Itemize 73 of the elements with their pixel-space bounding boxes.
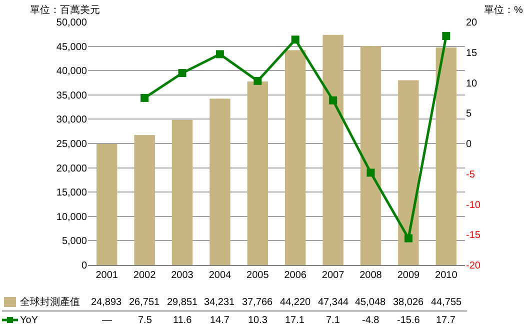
- data-label: 7.5: [138, 315, 152, 326]
- y-tick-label: 5,000: [62, 236, 88, 248]
- data-label: 44,755: [431, 297, 462, 308]
- text: —: [102, 315, 112, 326]
- point: [140, 94, 149, 102]
- y-tick-label: 30,000: [56, 114, 88, 126]
- y-tick-label: 50,000: [56, 18, 88, 28]
- y-tick-label: 10,000: [56, 212, 88, 223]
- data-label: 45,048: [355, 297, 386, 308]
- x-tick-label: 2001: [96, 270, 118, 281]
- data-label: 24,893: [91, 297, 122, 308]
- bar: [210, 98, 230, 265]
- y2-tick-label: 15: [466, 48, 478, 59]
- data-label: 38,026: [393, 297, 424, 308]
- data-label: 44,220: [280, 297, 312, 308]
- legend-label: YoY: [20, 315, 38, 326]
- x-tick-label: 2002: [133, 270, 156, 281]
- point: [216, 50, 224, 58]
- bar: [322, 34, 344, 265]
- point: [366, 168, 375, 177]
- data-label: -15.6: [397, 315, 420, 326]
- data-label: 26,751: [129, 297, 160, 308]
- bar: [436, 47, 457, 265]
- bar: [247, 81, 268, 265]
- data-label: -4.8: [362, 315, 380, 326]
- x-tick-label: 2003: [171, 270, 194, 281]
- legend-label: 全球封測產值: [20, 296, 80, 308]
- bar: [96, 144, 118, 265]
- y2-tick-label: -5: [466, 169, 476, 180]
- y2-tick-label: -20: [466, 260, 481, 272]
- x-tick-label: 2004: [208, 270, 232, 281]
- data-label: 17.7: [436, 315, 456, 326]
- y-tick-label: 0: [81, 260, 88, 272]
- bar: [284, 50, 306, 265]
- point: [442, 32, 450, 40]
- point: [254, 76, 262, 85]
- data-label: 47,344: [318, 297, 350, 308]
- data-label: 7.1: [326, 315, 340, 326]
- bar: [398, 80, 419, 265]
- x-tick-label: 2005: [246, 270, 270, 281]
- data-label: 37,766: [242, 297, 274, 308]
- y2-tick-label: 5: [466, 108, 472, 120]
- y-tick-label: 20,000: [56, 163, 88, 174]
- x-tick-label: 2010: [435, 270, 458, 281]
- y-axis-title: 單位：百萬美元: [30, 4, 100, 16]
- y2-tick-label: 20: [466, 18, 478, 28]
- point: [404, 234, 412, 242]
- x-tick-label: 2008: [360, 270, 382, 281]
- x-tick-label: 2009: [397, 270, 420, 281]
- y2-tick-label: -15: [466, 230, 481, 242]
- y-tick-label: 25,000: [56, 139, 88, 150]
- y-tick-label: 40,000: [56, 66, 88, 78]
- data-label: 14.7: [210, 315, 230, 326]
- y2-tick-label: -10: [466, 200, 481, 211]
- y-tick-label: 35,000: [56, 90, 88, 102]
- y2-axis-title: 單位：%: [484, 4, 523, 16]
- point: [178, 69, 186, 78]
- y2-tick-label: 10: [466, 78, 478, 90]
- x-tick-label: 2007: [322, 270, 345, 281]
- y-tick-label: 15,000: [56, 188, 88, 199]
- y-tick-label: 45,000: [56, 42, 88, 53]
- point: [291, 36, 300, 44]
- point: [329, 96, 338, 104]
- data-label: 34,231: [204, 297, 236, 308]
- bar: [134, 134, 155, 265]
- bar: [360, 46, 382, 265]
- bar: [172, 120, 193, 265]
- x-tick-label: 2006: [284, 270, 307, 281]
- data-label: 17.1: [285, 315, 305, 326]
- data-label: 29,851: [167, 297, 198, 308]
- data-label: 10.3: [248, 315, 268, 326]
- data-label: 11.6: [173, 315, 192, 326]
- y2-tick-label: 0: [466, 139, 472, 150]
